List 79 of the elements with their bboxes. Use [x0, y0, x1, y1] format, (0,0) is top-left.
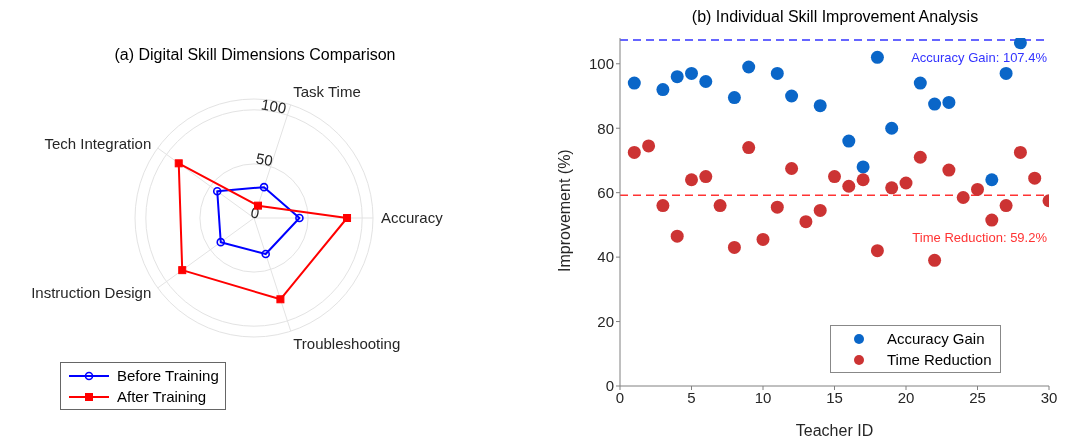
point — [856, 160, 870, 174]
y-tick-label: 60 — [597, 183, 614, 201]
point — [1028, 171, 1042, 185]
point — [685, 66, 698, 80]
legend-label: Before Training — [117, 367, 219, 384]
spoke-label: Task Time — [293, 83, 361, 101]
x-tick-label: 25 — [969, 388, 986, 406]
point — [699, 75, 713, 88]
point — [770, 200, 784, 214]
point — [727, 240, 741, 254]
point — [713, 199, 727, 213]
point — [942, 163, 956, 177]
x-tick-label: 10 — [754, 388, 772, 406]
point — [1013, 145, 1027, 159]
spoke-label: Tech Integration — [44, 134, 152, 152]
ref-line-label: Accuracy Gain: 107.4% — [911, 49, 1048, 65]
point — [985, 213, 999, 227]
chart-title: (b) Individual Skill Improvement Analysis — [690, 8, 980, 26]
point — [627, 145, 641, 159]
point — [999, 199, 1013, 213]
point — [785, 162, 799, 175]
point — [870, 244, 884, 258]
point — [856, 173, 870, 187]
point — [699, 170, 713, 184]
point — [742, 141, 756, 155]
point — [770, 66, 784, 80]
point — [928, 97, 942, 111]
point — [842, 134, 856, 148]
point — [799, 215, 813, 229]
point — [656, 199, 670, 213]
spoke-label: Accuracy — [381, 209, 444, 227]
legend-label: Time Reduction — [887, 351, 992, 368]
point — [828, 170, 841, 184]
x-tick-label: 15 — [826, 388, 843, 406]
legend-label: After Training — [117, 388, 207, 405]
spoke-label: Instruction Design — [31, 283, 152, 301]
y-tick-label: 100 — [259, 95, 288, 117]
point — [670, 70, 684, 84]
point — [742, 60, 756, 74]
y-tick-label: 100 — [588, 55, 614, 73]
point — [813, 203, 827, 217]
point — [870, 50, 884, 64]
point — [627, 76, 641, 90]
point — [842, 179, 856, 193]
point — [971, 182, 984, 196]
point — [642, 139, 656, 153]
y-tick-label: 50 — [254, 149, 275, 170]
point — [999, 66, 1013, 80]
x-tick-label: 0 — [615, 388, 625, 406]
x-tick-label: 20 — [897, 388, 915, 406]
x-tick-label: 30 — [1040, 388, 1058, 406]
y-tick-label: 20 — [597, 312, 614, 330]
point — [885, 181, 899, 195]
point — [670, 229, 684, 243]
y-tick-label: 80 — [597, 119, 614, 137]
y-tick-label: 0 — [605, 377, 614, 395]
point — [656, 83, 670, 97]
point — [785, 89, 799, 103]
point — [913, 150, 927, 164]
point — [885, 121, 899, 135]
point — [942, 95, 956, 109]
chart-title: (a) Digital Skill Dimensions Comparison — [113, 46, 397, 64]
spoke-label: Troubleshooting — [293, 335, 401, 353]
point — [928, 253, 942, 267]
x-axis-title: Teacher ID — [795, 422, 874, 438]
point — [813, 99, 827, 113]
point — [1013, 38, 1027, 50]
point — [727, 91, 741, 105]
legend-label: Accuracy Gain — [887, 330, 985, 347]
point — [985, 173, 999, 187]
y-tick-label: 40 — [597, 248, 614, 266]
point — [956, 191, 970, 204]
ref-line-label: Time Reduction: 59.2% — [912, 230, 1048, 246]
x-tick-label: 5 — [687, 388, 696, 406]
point — [899, 176, 913, 190]
y-axis-title: Improvement (%) — [555, 149, 573, 272]
point — [913, 76, 927, 90]
point — [685, 173, 698, 187]
point — [756, 232, 770, 246]
